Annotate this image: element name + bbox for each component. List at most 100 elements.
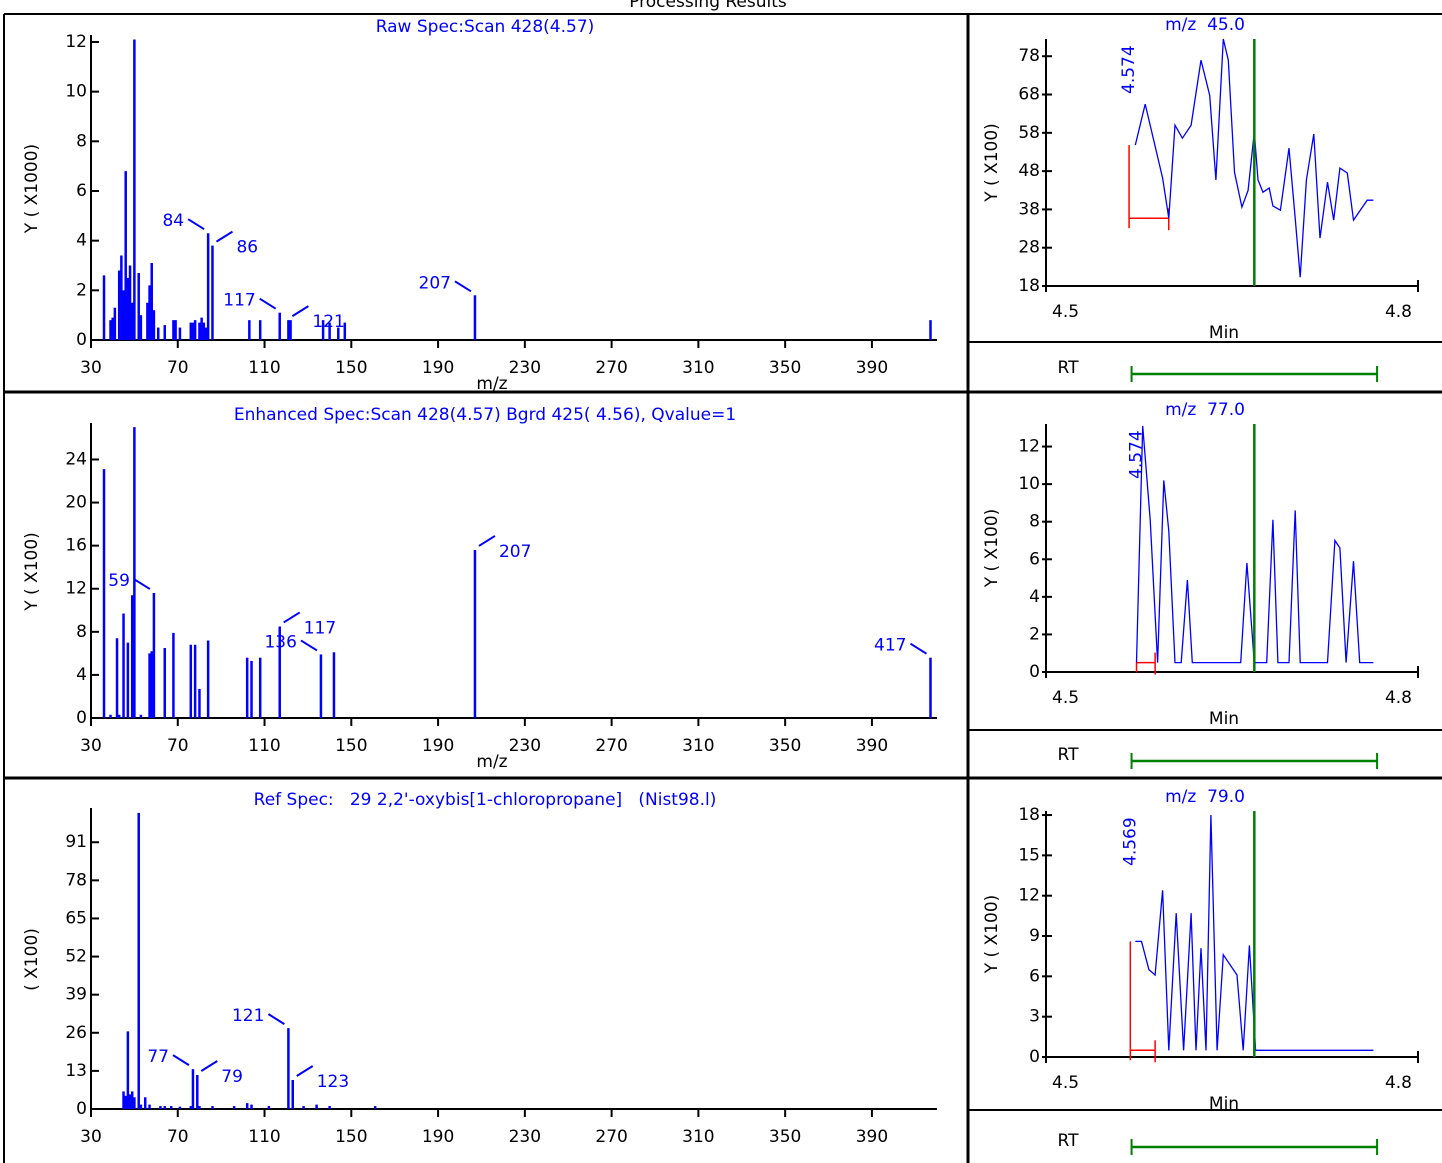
y-tick-label: 6 <box>1029 966 1040 986</box>
x-tick-label: 190 <box>422 358 454 378</box>
x-axis-label: Min <box>1209 709 1239 729</box>
y-tick-label: 52 <box>65 947 87 967</box>
y-tick-label: 65 <box>65 908 87 928</box>
peak-label-pointer <box>291 305 309 317</box>
y-tick-label: 4 <box>76 231 87 251</box>
x-tick-label: 270 <box>595 736 627 756</box>
y-tick-label: 8 <box>76 622 87 642</box>
chromatogram-line <box>1134 38 1374 278</box>
peak-label-pointer <box>187 218 205 231</box>
y-tick-label: 13 <box>65 1061 87 1081</box>
x-tick-label: 70 <box>167 358 189 378</box>
chart-title: Enhanced Spec:Scan 428(4.57) Bgrd 425( 4… <box>234 405 736 425</box>
y-tick-label: 26 <box>65 1023 87 1043</box>
y-tick-label: 0 <box>76 1099 87 1119</box>
peak-label-pointer <box>259 297 277 310</box>
x-tick-label: 110 <box>248 736 280 756</box>
x-tick-label: 270 <box>595 358 627 378</box>
x-tick-label: 4.8 <box>1385 1073 1412 1093</box>
y-tick-label: 12 <box>65 579 87 599</box>
y-tick-label: 6 <box>1029 549 1040 569</box>
peak-label: 207 <box>419 273 451 293</box>
peak-label-pointer <box>909 642 928 655</box>
y-tick-label: 18 <box>1018 805 1040 825</box>
y-axis-label: Y ( X100) <box>982 509 1002 589</box>
x-tick-label: 70 <box>167 736 189 756</box>
y-tick-label: 0 <box>76 330 87 350</box>
y-axis-label: Y ( X100) <box>982 895 1002 975</box>
x-tick-label: 150 <box>335 1127 367 1147</box>
peak-label-pointer <box>133 578 151 590</box>
y-tick-label: 12 <box>1018 886 1040 906</box>
x-tick-label: 390 <box>856 736 888 756</box>
y-axis-label: Y ( X100) <box>982 123 1002 203</box>
x-tick-label: 190 <box>422 1127 454 1147</box>
y-tick-label: 2 <box>1029 624 1040 644</box>
x-tick-label: 150 <box>335 358 367 378</box>
y-tick-label: 8 <box>76 131 87 151</box>
chart-title: m/z 45.0 <box>1165 15 1245 35</box>
page-title: Processing Results <box>629 0 787 12</box>
x-tick-label: 30 <box>80 1127 102 1147</box>
y-tick-label: 68 <box>1018 85 1040 105</box>
peak-label: 121 <box>312 312 344 332</box>
peak-annotation: 4.574 <box>1119 45 1139 94</box>
x-tick-label: 110 <box>248 1127 280 1147</box>
y-tick-label: 12 <box>65 32 87 52</box>
peak-label-pointer <box>283 611 301 624</box>
rt-label: RT <box>1058 745 1080 765</box>
y-tick-label: 78 <box>65 870 87 890</box>
y-tick-label: 0 <box>76 708 87 728</box>
peak-label-pointer <box>478 535 496 547</box>
y-tick-label: 20 <box>65 493 87 513</box>
peak-label: 117 <box>304 618 336 638</box>
x-tick-label: 70 <box>167 1127 189 1147</box>
peak-label: 59 <box>108 571 130 591</box>
y-tick-label: 48 <box>1018 161 1040 181</box>
chart-title: Raw Spec:Scan 428(4.57) <box>376 17 595 37</box>
y-tick-label: 12 <box>1018 437 1040 457</box>
y-tick-label: 3 <box>1029 1007 1040 1027</box>
y-tick-label: 0 <box>1029 662 1040 682</box>
chart-title: m/z 79.0 <box>1165 787 1245 807</box>
y-axis-label: ( X100) <box>22 928 42 991</box>
peak-label: 417 <box>874 636 906 656</box>
x-tick-label: 230 <box>509 736 541 756</box>
peak-label-pointer <box>267 1013 285 1025</box>
y-tick-label: 8 <box>1029 512 1040 532</box>
peak-label-pointer <box>300 639 318 652</box>
rt-label: RT <box>1058 358 1080 378</box>
peak-label: 136 <box>264 632 296 652</box>
chromatogram-line <box>1135 425 1374 664</box>
peak-label: 117 <box>223 291 255 311</box>
y-tick-label: 39 <box>65 985 87 1005</box>
y-tick-label: 9 <box>1029 926 1040 946</box>
y-tick-label: 28 <box>1018 238 1040 258</box>
x-tick-label: 390 <box>856 358 888 378</box>
y-axis-label: Y ( X100) <box>22 532 42 612</box>
y-tick-label: 58 <box>1018 123 1040 143</box>
x-tick-label: 110 <box>248 358 280 378</box>
x-tick-label: 350 <box>769 358 801 378</box>
y-tick-label: 0 <box>1029 1047 1040 1067</box>
chart-title: m/z 77.0 <box>1165 400 1245 420</box>
frames <box>3 13 1442 1163</box>
x-tick-label: 230 <box>509 358 541 378</box>
peak-label: 77 <box>147 1047 169 1067</box>
x-tick-label: 390 <box>856 1127 888 1147</box>
y-tick-label: 15 <box>1018 845 1040 865</box>
x-tick-label: 30 <box>80 736 102 756</box>
x-tick-label: 190 <box>422 736 454 756</box>
y-tick-label: 16 <box>65 536 87 556</box>
x-tick-label: 4.5 <box>1052 688 1079 708</box>
x-tick-label: 350 <box>769 1127 801 1147</box>
y-tick-label: 78 <box>1018 46 1040 66</box>
y-tick-label: 18 <box>1018 276 1040 296</box>
peak-label-pointer <box>172 1054 190 1066</box>
y-tick-label: 2 <box>76 280 87 300</box>
x-tick-label: 310 <box>682 736 714 756</box>
peak-annotation: 4.569 <box>1120 817 1140 866</box>
x-axis-label: m/z <box>476 752 507 772</box>
x-axis-label: m/z <box>476 374 507 394</box>
